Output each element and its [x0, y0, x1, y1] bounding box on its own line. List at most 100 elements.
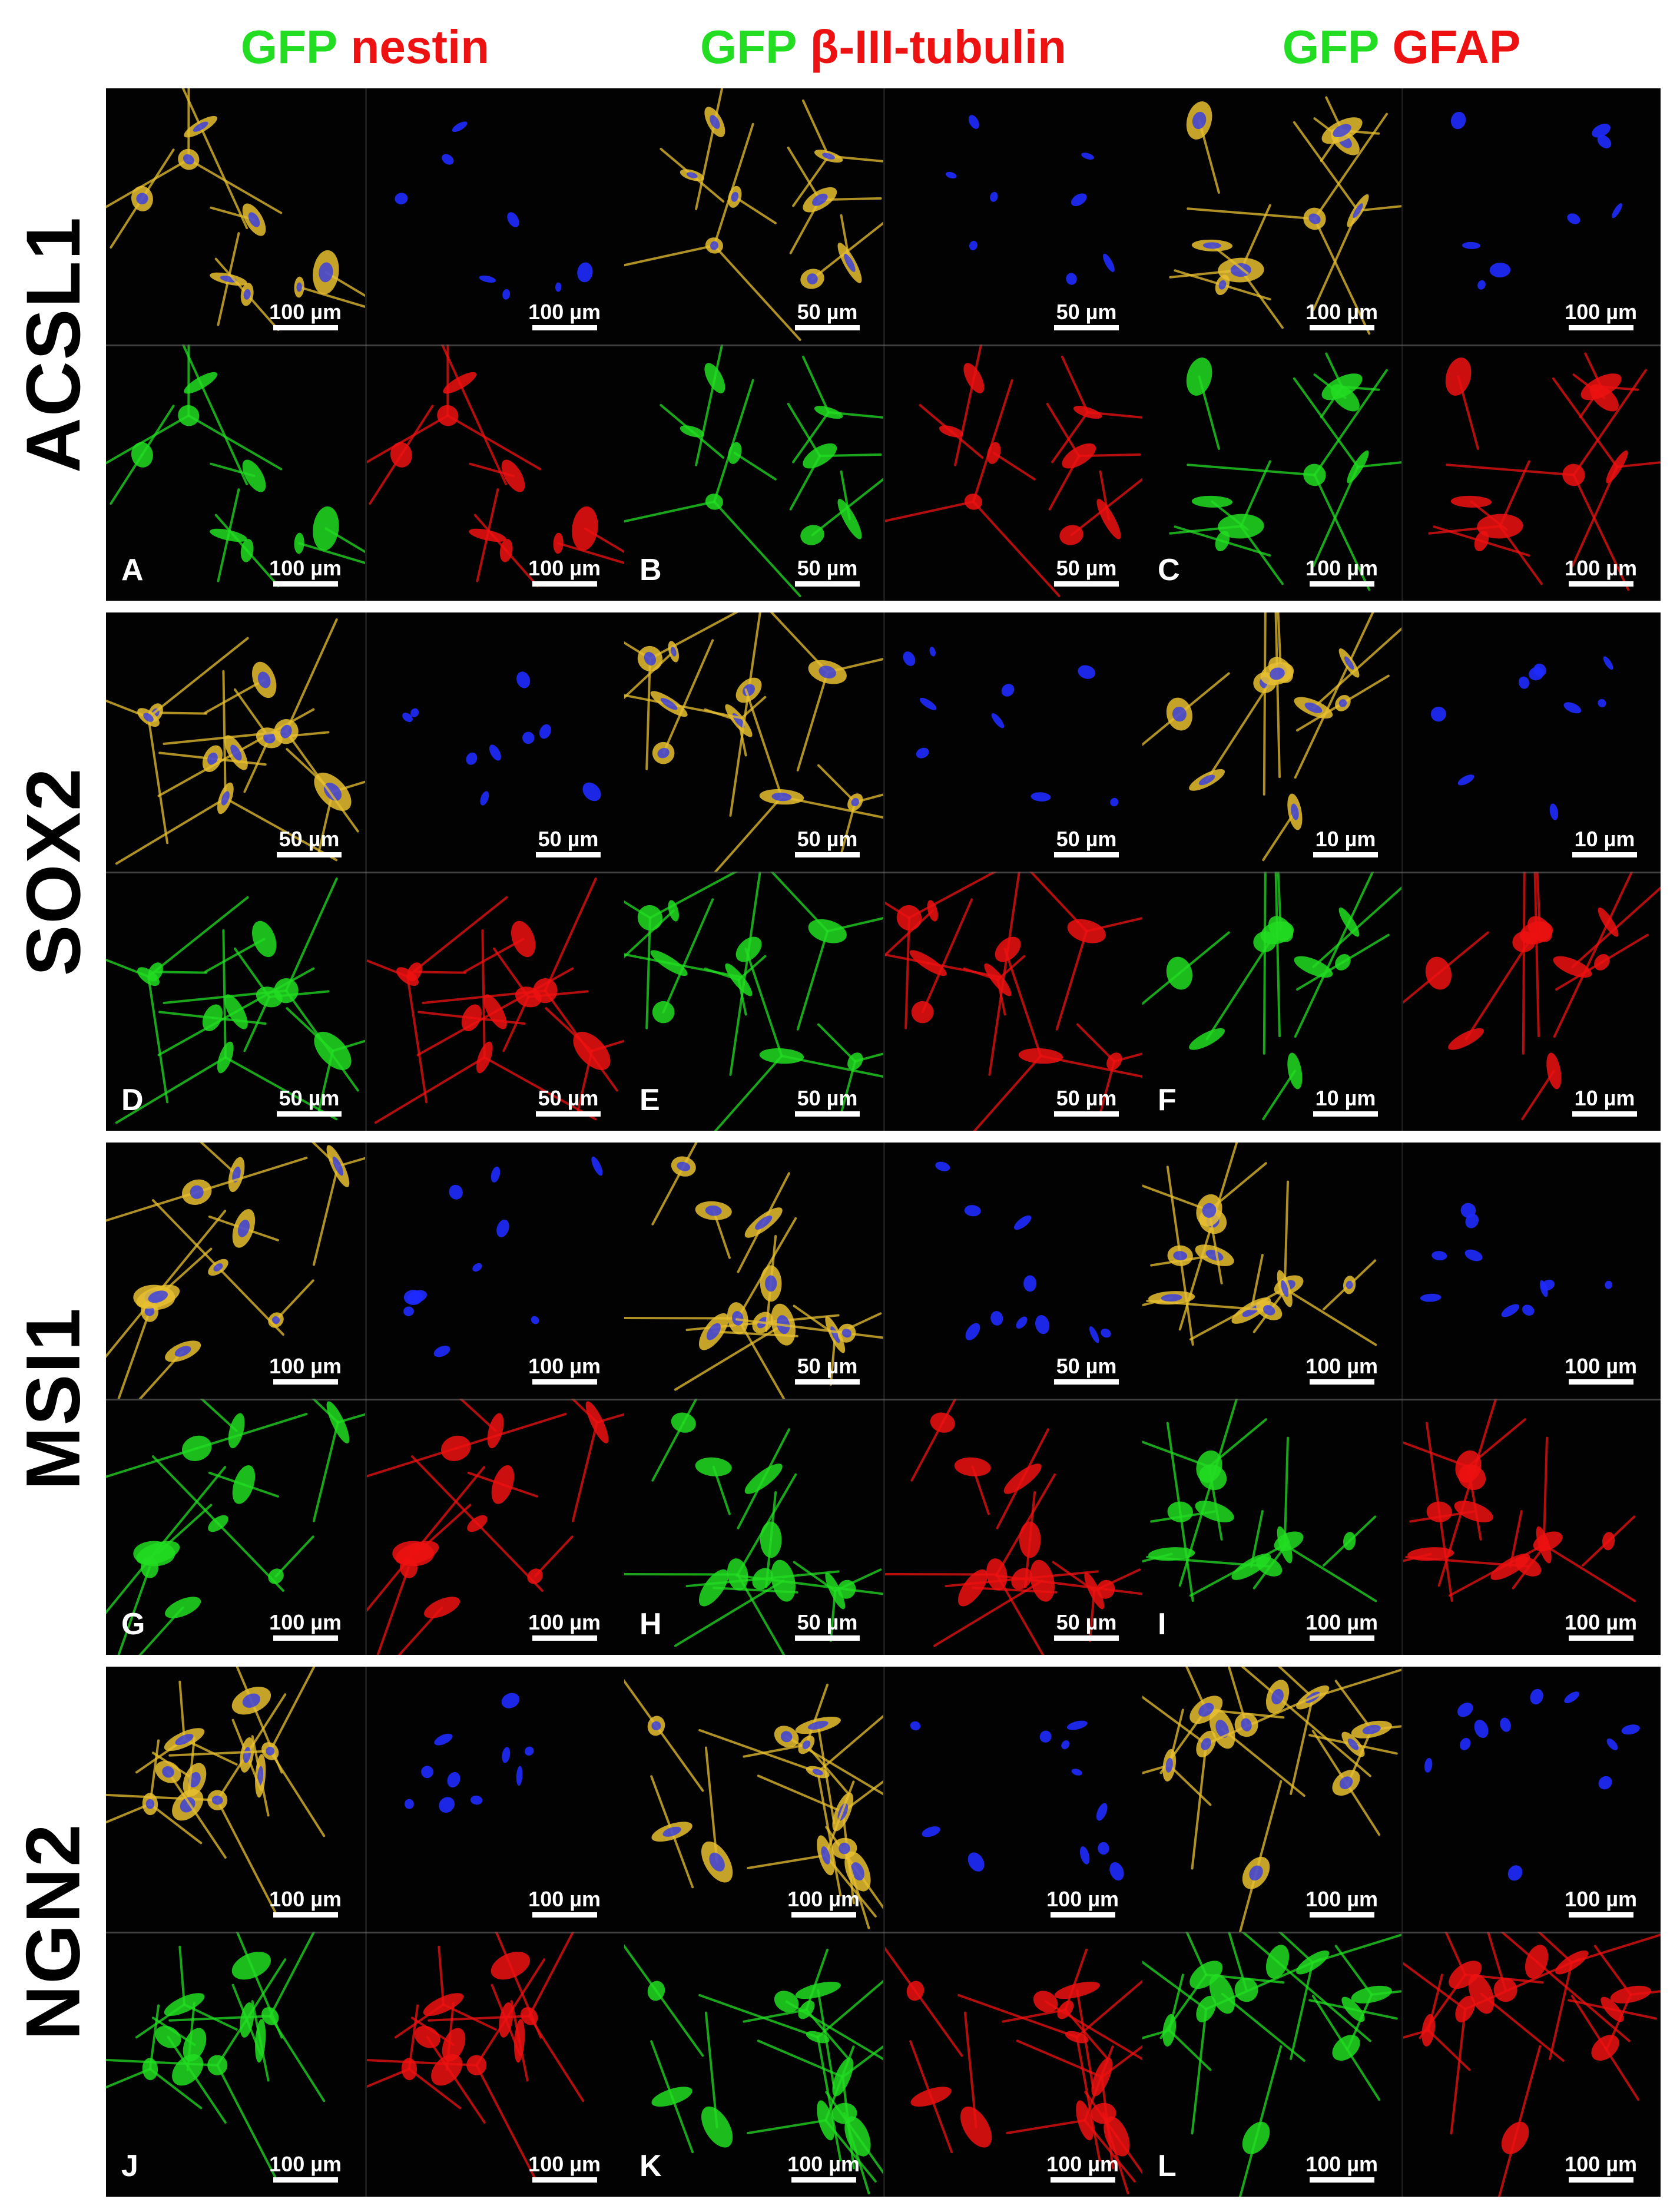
cell-micrograph — [883, 872, 1142, 1131]
cell-micrograph — [1169, 96, 1401, 335]
gfp-image: 10 µm F — [1142, 872, 1401, 1131]
quadrant-divider — [624, 345, 1142, 346]
scale-bar-line — [1572, 1111, 1637, 1117]
scale-bar-label: 100 µm — [1305, 1354, 1378, 1378]
scale-bar-line — [1309, 2177, 1374, 2183]
scale-bar: 100 µm — [1305, 2153, 1378, 2183]
panel-j: 100 µm 100 µm 100 µm J 100 µm — [106, 1667, 624, 2197]
scale-bar-line — [1568, 2177, 1633, 2183]
scale-bar: 50 µm — [1054, 1611, 1119, 1641]
scale-bar-line — [273, 1912, 338, 1918]
scale-bar: 100 µm — [1305, 1355, 1378, 1385]
cell-micrograph — [883, 345, 1142, 597]
scale-bar-line — [273, 1635, 338, 1641]
cell-micrograph — [365, 877, 624, 1124]
gfp-image: 50 µm D — [106, 872, 365, 1131]
cell-micrograph — [402, 671, 601, 806]
scale-bar: 100 µm — [1565, 1611, 1637, 1641]
merge-image: 50 µm — [624, 1143, 883, 1399]
scale-bar-line — [1309, 1635, 1374, 1641]
scale-bar: 100 µm — [269, 300, 342, 330]
scale-bar-label: 50 µm — [1056, 1610, 1117, 1634]
scale-bar: 100 µm — [1305, 557, 1378, 587]
scale-bar-line — [1050, 2177, 1115, 2183]
panel-letter: E — [639, 1083, 660, 1117]
cell-micrograph — [1142, 612, 1401, 862]
scale-bar-label: 10 µm — [1574, 1086, 1635, 1110]
scale-bar-line — [1309, 1912, 1374, 1918]
scale-bar-line — [273, 1379, 338, 1385]
panel-h: 50 µm 50 µm 50 µm H 50 µm — [624, 1143, 1142, 1655]
cell-micrograph — [1142, 1932, 1401, 2197]
merge-image: 100 µm — [1142, 88, 1401, 345]
scale-bar-label: 100 µm — [1565, 1610, 1637, 1634]
quadrant-divider — [624, 1932, 1142, 1933]
cell-micrograph — [624, 872, 883, 1131]
scale-bar-line — [532, 1379, 597, 1385]
scale-bar: 50 µm — [536, 1087, 601, 1117]
scale-bar-label: 50 µm — [279, 827, 340, 851]
dapi-image: 100 µm — [1401, 1667, 1661, 1932]
quadrant-divider — [1142, 872, 1661, 873]
row-label-msi1: MSI1 — [10, 1307, 97, 1491]
marker-label: nestin — [350, 21, 490, 73]
scale-bar-label: 100 µm — [1565, 556, 1637, 580]
scale-bar-label: 100 µm — [269, 1354, 342, 1378]
merge-image: 50 µm — [624, 88, 883, 345]
panel-letter: H — [639, 1607, 662, 1641]
scale-bar: 100 µm — [1565, 1888, 1637, 1918]
dapi-image: 50 µm — [365, 612, 624, 872]
marker-image: 50 µm — [883, 872, 1142, 1131]
scale-bar: 100 µm — [269, 1611, 342, 1641]
marker-image: 100 µm — [1401, 1399, 1661, 1655]
dapi-image: 100 µm — [883, 1667, 1142, 1932]
scale-bar: 50 µm — [795, 1355, 860, 1385]
marker-image: 100 µm — [1401, 1932, 1661, 2197]
cell-micrograph — [624, 1679, 883, 1930]
column-header-gfap: GFP GFAP — [1142, 12, 1661, 82]
panel-b: 50 µm 50 µm 50 µm B 50 µm — [624, 88, 1142, 601]
marker-image: 50 µm — [883, 345, 1142, 601]
column-header-tubulin: GFP β-III-tubulin — [624, 12, 1142, 82]
cell-micrograph — [624, 1944, 883, 2195]
scale-bar-label: 100 µm — [269, 556, 342, 580]
marker-image: 10 µm — [1401, 872, 1661, 1131]
cell-micrograph — [1142, 872, 1401, 1121]
scale-bar-label: 50 µm — [1056, 827, 1117, 851]
scale-bar: 50 µm — [795, 827, 860, 857]
scale-bar-label: 100 µm — [528, 1354, 601, 1378]
scale-bar-line — [1054, 852, 1119, 857]
cell-micrograph — [365, 345, 624, 588]
panel-letter: J — [121, 2149, 138, 2183]
scale-bar: 50 µm — [795, 1611, 860, 1641]
dapi-image: 100 µm — [365, 1667, 624, 1932]
cell-micrograph — [106, 345, 365, 588]
scale-bar-label: 100 µm — [1305, 1887, 1378, 1911]
scale-bar-line — [532, 1635, 597, 1641]
scale-bar: 50 µm — [1054, 300, 1119, 330]
dapi-image: 50 µm — [883, 1143, 1142, 1399]
scale-bar-label: 100 µm — [269, 1610, 342, 1634]
scale-bar-line — [1054, 581, 1119, 587]
scale-bar-label: 100 µm — [1565, 1354, 1637, 1378]
cell-micrograph — [624, 612, 883, 872]
scale-bar: 50 µm — [1054, 1355, 1119, 1385]
cell-micrograph — [1401, 1932, 1661, 2197]
scale-bar-line — [532, 2177, 597, 2183]
dapi-image: 100 µm — [1401, 1143, 1661, 1399]
gfp-image: 50 µm B — [624, 345, 883, 601]
scale-bar: 50 µm — [1054, 557, 1119, 587]
cell-micrograph — [395, 121, 593, 300]
scale-bar-line — [273, 2177, 338, 2183]
scale-bar-line — [532, 581, 597, 587]
scale-bar-line — [1054, 1379, 1119, 1385]
scale-bar-label: 100 µm — [1305, 1610, 1378, 1634]
panel-e: 50 µm 50 µm 50 µm E 50 µm — [624, 612, 1142, 1131]
scale-bar: 100 µm — [528, 557, 601, 587]
gfp-image: 100 µm J — [106, 1932, 365, 2197]
scale-bar-label: 100 µm — [1305, 2152, 1378, 2176]
panel-k: 100 µm 100 µm 100 µm K 100 µm — [624, 1667, 1142, 2197]
scale-bar-line — [1568, 325, 1633, 330]
cell-micrograph — [1428, 352, 1661, 591]
merge-image: 50 µm — [106, 612, 365, 872]
